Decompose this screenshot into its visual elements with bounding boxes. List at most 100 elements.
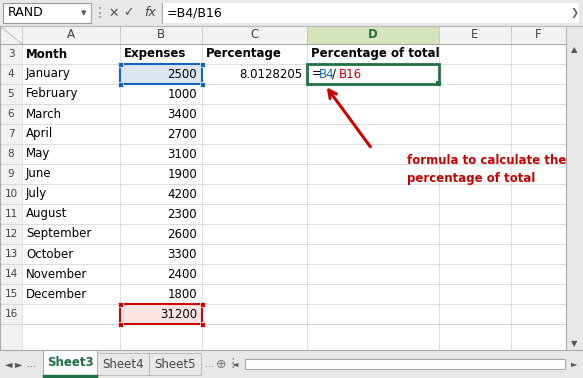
- Bar: [307, 26, 439, 44]
- Bar: [22, 26, 566, 350]
- Text: 6: 6: [8, 109, 15, 119]
- Text: 1800: 1800: [167, 288, 197, 301]
- Text: ►: ►: [15, 359, 23, 369]
- Text: August: August: [26, 208, 68, 220]
- Text: 16: 16: [5, 309, 17, 319]
- Text: January: January: [26, 68, 71, 81]
- Text: 7: 7: [8, 129, 15, 139]
- Text: 10: 10: [5, 189, 17, 199]
- Text: ...: ...: [205, 359, 213, 369]
- Text: 3: 3: [8, 49, 15, 59]
- Bar: [199, 322, 205, 327]
- Text: fx: fx: [144, 6, 156, 20]
- Text: ...: ...: [26, 359, 36, 369]
- Text: ⋮: ⋮: [227, 358, 239, 370]
- Text: 2300: 2300: [167, 208, 197, 220]
- Text: 2500: 2500: [167, 68, 197, 81]
- Text: March: March: [26, 107, 62, 121]
- Text: 4: 4: [8, 69, 15, 79]
- Text: April: April: [26, 127, 53, 141]
- Text: RAND: RAND: [8, 6, 44, 20]
- Text: Percentage: Percentage: [206, 48, 282, 60]
- Text: Expenses: Expenses: [124, 48, 187, 60]
- Bar: [0, 26, 22, 44]
- Text: 11: 11: [5, 209, 17, 219]
- Text: ❯: ❯: [571, 8, 579, 18]
- Text: ►: ►: [571, 359, 577, 369]
- Text: 9: 9: [8, 169, 15, 179]
- Text: D: D: [368, 28, 378, 42]
- Bar: [120, 304, 202, 324]
- Text: 13: 13: [5, 249, 17, 259]
- Bar: [118, 322, 122, 327]
- Text: June: June: [26, 167, 52, 181]
- Text: formula to calculate the
percentage of total: formula to calculate the percentage of t…: [407, 154, 566, 185]
- Bar: [436, 81, 441, 86]
- Bar: [118, 82, 122, 87]
- Text: Sheet3: Sheet3: [47, 356, 93, 370]
- Text: ◄: ◄: [5, 359, 13, 369]
- Bar: [199, 82, 205, 87]
- Text: ▾: ▾: [81, 8, 87, 18]
- Bar: [120, 64, 202, 84]
- Text: ✕: ✕: [109, 6, 120, 20]
- Text: E: E: [471, 28, 479, 42]
- Text: November: November: [26, 268, 87, 280]
- Text: 1000: 1000: [167, 87, 197, 101]
- Text: ◄: ◄: [232, 359, 238, 369]
- Bar: [97, 353, 149, 375]
- Text: =B4/B16: =B4/B16: [167, 6, 223, 20]
- Text: Month: Month: [26, 48, 68, 60]
- Text: February: February: [26, 87, 79, 101]
- Bar: [199, 302, 205, 307]
- Bar: [118, 302, 122, 307]
- Bar: [245, 359, 565, 369]
- Text: ✓: ✓: [123, 6, 134, 20]
- Text: 15: 15: [5, 289, 17, 299]
- Text: Percentage of total: Percentage of total: [311, 48, 440, 60]
- Bar: [149, 353, 201, 375]
- Text: 3300: 3300: [167, 248, 197, 260]
- Text: 1900: 1900: [167, 167, 197, 181]
- Text: 4200: 4200: [167, 187, 197, 200]
- Text: 31200: 31200: [160, 307, 197, 321]
- Bar: [0, 0, 583, 26]
- Text: 8: 8: [8, 149, 15, 159]
- Text: 2600: 2600: [167, 228, 197, 240]
- Text: 8.0128205: 8.0128205: [239, 68, 302, 81]
- Text: ▼: ▼: [571, 339, 578, 349]
- Bar: [0, 26, 22, 350]
- Text: ▲: ▲: [571, 45, 578, 54]
- Text: B16: B16: [339, 68, 362, 81]
- Text: July: July: [26, 187, 47, 200]
- Bar: [566, 26, 583, 350]
- Text: May: May: [26, 147, 50, 161]
- Text: /: /: [332, 68, 336, 81]
- Bar: [0, 350, 583, 378]
- Text: B: B: [157, 28, 165, 42]
- Text: Sheet5: Sheet5: [154, 358, 196, 370]
- Bar: [3, 3, 91, 23]
- Text: October: October: [26, 248, 73, 260]
- Bar: [43, 350, 97, 377]
- Text: 2700: 2700: [167, 127, 197, 141]
- Bar: [118, 62, 122, 67]
- Bar: [0, 26, 566, 44]
- Bar: [199, 62, 205, 67]
- Text: December: December: [26, 288, 87, 301]
- Text: 14: 14: [5, 269, 17, 279]
- Text: C: C: [250, 28, 259, 42]
- Bar: [163, 3, 579, 23]
- Text: 3100: 3100: [167, 147, 197, 161]
- Text: September: September: [26, 228, 92, 240]
- Text: 12: 12: [5, 229, 17, 239]
- Text: F: F: [535, 28, 542, 42]
- Text: 3400: 3400: [167, 107, 197, 121]
- Text: =: =: [312, 68, 322, 81]
- Text: B4: B4: [319, 68, 335, 81]
- Text: ⋮: ⋮: [93, 6, 107, 20]
- Text: A: A: [67, 28, 75, 42]
- Text: Sheet4: Sheet4: [102, 358, 144, 370]
- Text: 2400: 2400: [167, 268, 197, 280]
- Text: 5: 5: [8, 89, 15, 99]
